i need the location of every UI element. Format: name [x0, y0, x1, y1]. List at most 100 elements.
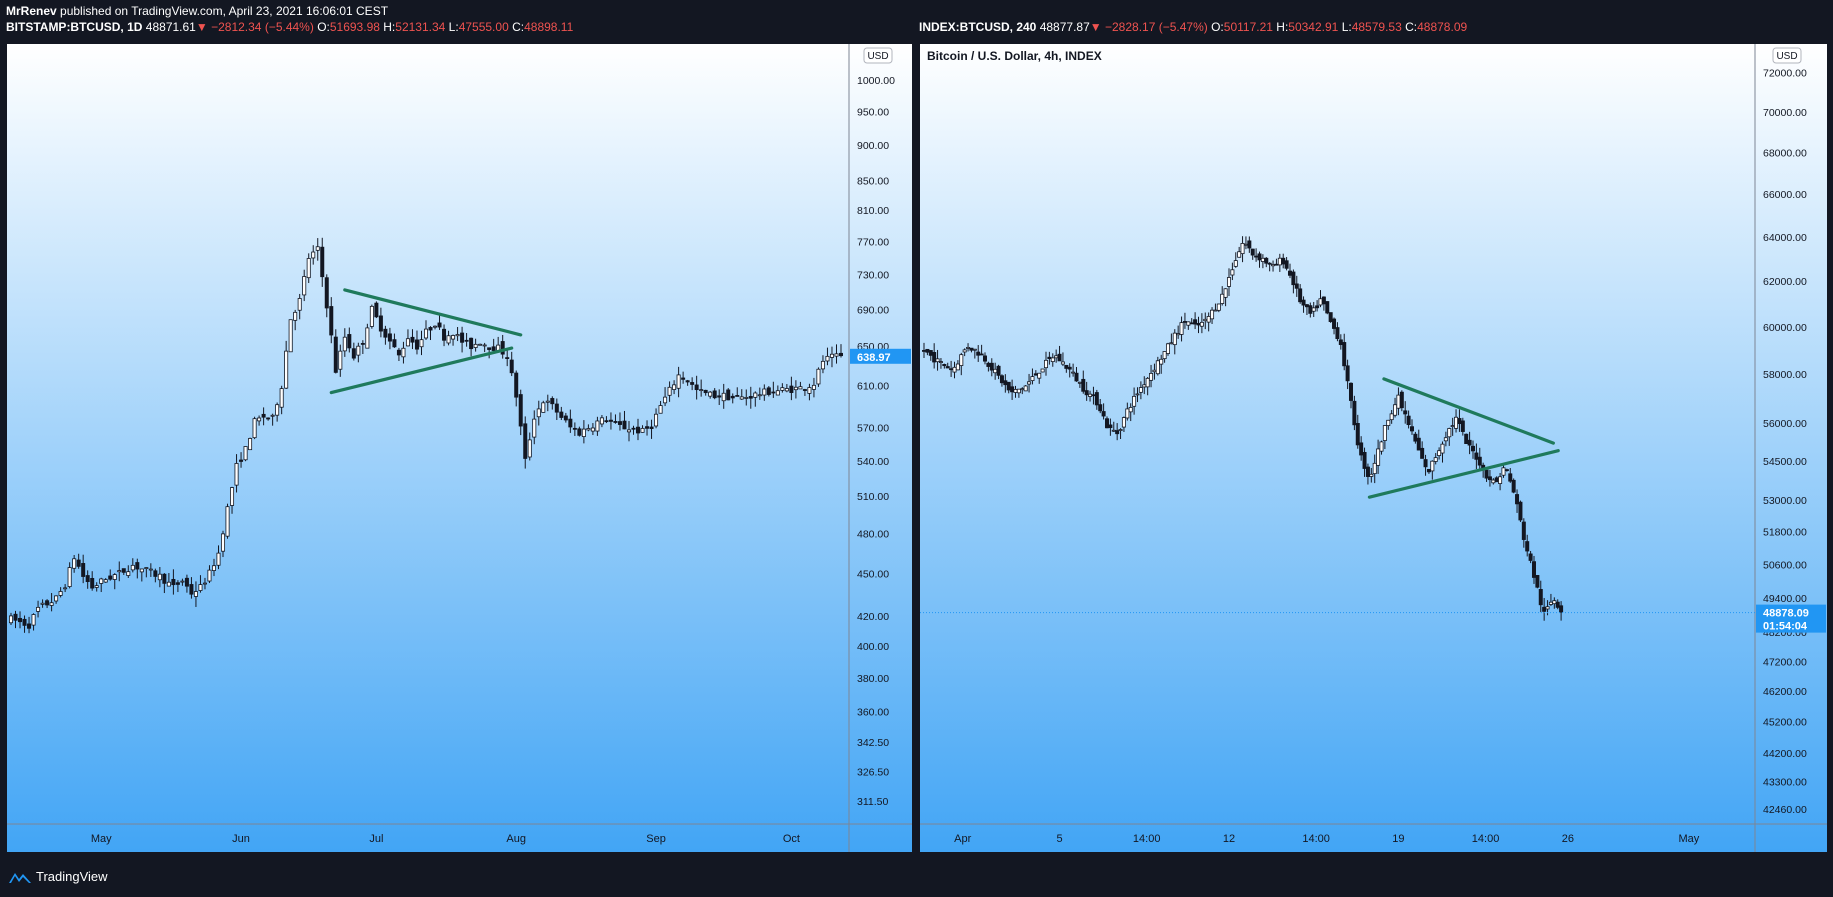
candle [1162, 351, 1167, 363]
candle [739, 389, 744, 400]
candle [1447, 427, 1452, 446]
triangle-trendline[interactable] [1382, 377, 1555, 445]
candle [67, 562, 72, 589]
candle [996, 364, 1001, 380]
y-tick-label: 1000.00 [857, 75, 895, 87]
currency-badge-box[interactable] [1772, 47, 1802, 64]
y-tick-label: 730.00 [857, 269, 889, 281]
candle [979, 344, 984, 356]
right-symbol[interactable]: INDEX:BTCUSD, 240 [919, 20, 1037, 34]
candle [554, 398, 559, 421]
candle [735, 387, 740, 397]
candle [1267, 262, 1272, 272]
y-tick-label: 56000.00 [1763, 418, 1807, 430]
y-tick-label: 68000.00 [1763, 147, 1807, 159]
candle [1311, 301, 1316, 318]
candle [1006, 381, 1011, 394]
candle [658, 401, 663, 414]
right-chart-svg[interactable]: 72000.00 70000.00 68000.00 66000.00 64000.00… [920, 44, 1827, 860]
tradingview-brand[interactable]: TradingView [8, 869, 108, 884]
currency-badge[interactable]: USD [1776, 51, 1797, 62]
candle [1098, 398, 1103, 414]
author-name[interactable]: MrRenev [6, 4, 57, 18]
right-chart[interactable]: 72000.00 70000.00 68000.00 66000.00 64000.00… [920, 44, 1827, 860]
y-tick-label: 510.00 [857, 491, 889, 503]
triangle-trendline[interactable] [1367, 449, 1560, 499]
candle [433, 325, 438, 330]
x-tick-label: Jul [369, 833, 383, 845]
candle [1464, 433, 1469, 444]
candle [180, 578, 185, 586]
candle [518, 389, 523, 436]
candle [230, 486, 235, 514]
candle [1179, 316, 1184, 342]
candle [1159, 354, 1164, 374]
candle [572, 422, 577, 436]
candle [112, 573, 117, 590]
candle [387, 327, 392, 350]
candle [712, 388, 717, 400]
candle [266, 417, 271, 421]
candle [1460, 417, 1465, 436]
candle [1165, 342, 1170, 356]
candle [31, 613, 36, 631]
candle [293, 309, 298, 331]
currency-badge[interactable]: USD [867, 51, 888, 62]
candle [829, 346, 834, 368]
candle [681, 371, 686, 384]
candle [1528, 550, 1533, 564]
right-open-label: O: [1211, 20, 1224, 34]
candle [130, 558, 135, 573]
candle [753, 391, 758, 407]
candle [288, 319, 293, 353]
candle [699, 379, 704, 397]
left-close: 48898.11 [524, 20, 574, 34]
candle [1027, 373, 1032, 393]
y-tick-label: 49400.00 [1763, 593, 1807, 605]
right-last-price: 48877.87 [1039, 20, 1090, 34]
candle [320, 237, 325, 287]
left-chart-svg[interactable]: 1000.00 950.00 900.00 850.00 810.00 770.00 730… [7, 44, 912, 860]
candle [369, 304, 374, 329]
currency-badge-box[interactable] [863, 47, 893, 64]
candle [1352, 395, 1357, 431]
candle [509, 351, 514, 377]
candle [437, 313, 442, 330]
candle [1325, 301, 1330, 315]
candle [595, 416, 600, 436]
candle [1128, 403, 1133, 422]
candle [590, 423, 595, 436]
candle [473, 338, 478, 352]
candle [1521, 518, 1526, 548]
x-tick-label: May [1679, 833, 1700, 845]
candle [1155, 356, 1160, 376]
candle [1321, 296, 1326, 311]
triangle-trendline[interactable] [329, 346, 514, 395]
triangle-trendline[interactable] [343, 288, 523, 337]
candle [726, 388, 731, 401]
candle [1335, 322, 1340, 342]
candle [793, 380, 798, 399]
candle [1016, 388, 1021, 398]
chart-background [7, 44, 912, 852]
candle [663, 387, 668, 407]
candle [248, 437, 253, 451]
y-tick-label: 400.00 [857, 641, 889, 653]
candle [626, 421, 631, 442]
y-tick-label: 610.00 [857, 380, 889, 392]
candle [1074, 367, 1079, 382]
candle [365, 323, 370, 349]
left-open-label: O: [317, 20, 330, 34]
left-symbol[interactable]: BITSTAMP:BTCUSD, 1D [6, 20, 143, 34]
candle [1382, 425, 1387, 450]
candle [45, 599, 50, 609]
left-chart[interactable]: 1000.00 950.00 900.00 850.00 810.00 770.00 730… [7, 44, 912, 860]
candle [955, 360, 960, 371]
candle [1416, 429, 1421, 451]
candle [599, 415, 604, 428]
candle [356, 342, 361, 363]
chart-title: Bitcoin / U.S. Dollar, 4h, INDEX [927, 49, 1102, 63]
candle [243, 446, 248, 462]
candle [1423, 454, 1428, 476]
candle [175, 580, 180, 593]
